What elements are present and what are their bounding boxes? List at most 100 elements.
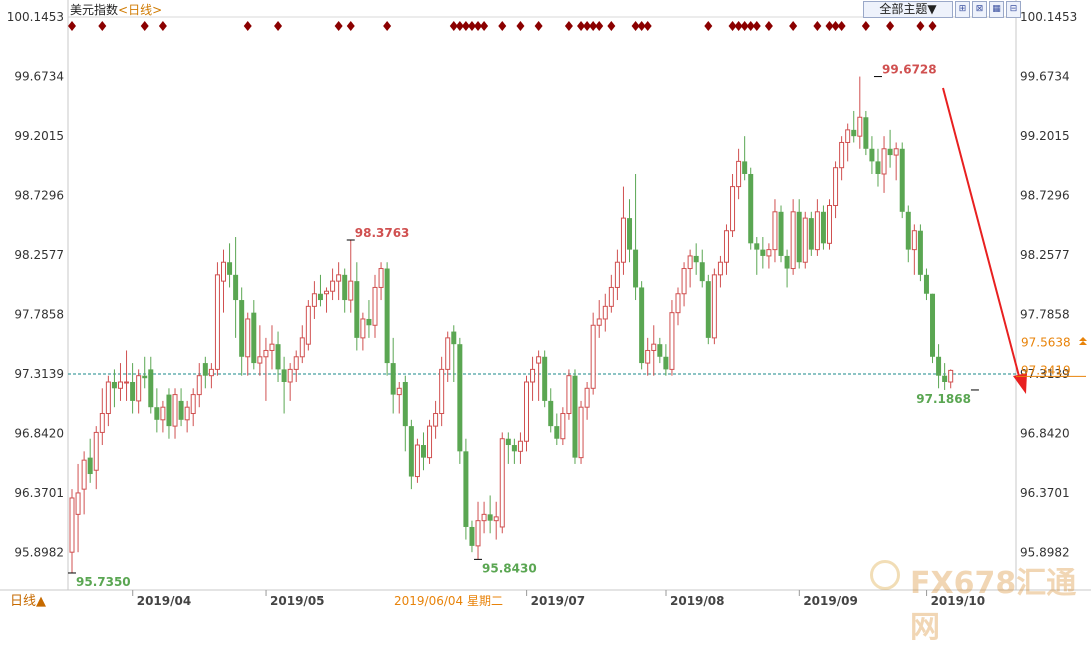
candle (590, 312, 596, 395)
price-up-icon (1079, 337, 1087, 345)
candle (620, 186, 626, 275)
candle (384, 262, 390, 376)
candle (245, 312, 251, 376)
candle (530, 356, 536, 401)
candle (820, 205, 826, 250)
event-marker-icon (449, 21, 458, 31)
toolbar-split-icon[interactable]: ⊟ (1006, 1, 1021, 18)
candle (493, 501, 499, 540)
y-tick-label-left: 96.8420 (14, 426, 64, 440)
annotations: 95.7350 98.3763 95.8430 99.6728 97.1868 (68, 63, 979, 589)
annotation-label: 98.3763 (355, 226, 410, 240)
event-marker-icon (158, 21, 167, 31)
candle (596, 300, 602, 338)
candle (651, 325, 657, 376)
arrow-shaft (942, 87, 1021, 381)
toolbar-close-pane-icon[interactable]: ⊠ (972, 1, 987, 18)
theme-dropdown[interactable]: 全部主题▼ (863, 1, 953, 18)
event-marker-icon (461, 21, 470, 31)
candle (748, 167, 754, 250)
candle-body (87, 457, 93, 475)
candle-body (899, 148, 905, 212)
candle-body (408, 426, 414, 477)
candle-body (608, 286, 614, 307)
candle-body (487, 514, 493, 521)
candle-body (305, 305, 311, 345)
candle-body (402, 381, 408, 427)
candle (899, 142, 905, 219)
period-select-button[interactable]: 日线▲ (10, 594, 46, 609)
candle-body (130, 381, 136, 401)
candle-body (669, 312, 675, 370)
candle-body (227, 262, 233, 275)
event-marker-icon (861, 21, 870, 31)
candle-body (869, 148, 875, 162)
candle-body (384, 268, 390, 364)
candle (196, 363, 202, 408)
candle-body (887, 148, 893, 156)
candle (833, 161, 839, 219)
candle-body (923, 274, 929, 294)
candle (190, 388, 196, 427)
candle-body (863, 117, 869, 149)
candle-body (281, 369, 287, 382)
event-marker-icon (825, 21, 834, 31)
y-tick-label-left: 100.1453 (7, 10, 64, 24)
event-markers (68, 21, 937, 31)
toolbar-grid-icon[interactable]: ⊞ (955, 1, 970, 18)
candle-body (136, 375, 142, 402)
event-marker-icon (534, 21, 543, 31)
candle (705, 274, 711, 345)
candle (736, 148, 742, 200)
candle-body (317, 293, 323, 301)
candles (69, 76, 954, 573)
event-marker-icon (728, 21, 737, 31)
candle (778, 205, 784, 263)
event-marker-icon (752, 21, 761, 31)
annotation-label: 95.7350 (76, 575, 131, 589)
event-marker-icon (98, 21, 107, 31)
candle (336, 262, 342, 301)
candle-body (566, 375, 572, 415)
candle (675, 287, 681, 326)
candle-body (717, 261, 723, 276)
candle-body (772, 211, 778, 251)
y-tick-label-right: 99.6734 (1020, 69, 1070, 83)
candle-body (627, 218, 633, 250)
x-tick-label: 2019/05 (270, 594, 324, 608)
candle-body (420, 445, 426, 458)
candle-body (572, 375, 578, 458)
candle (124, 350, 130, 401)
y-tick-label-right: 97.7858 (1020, 307, 1070, 321)
candle-body (372, 286, 378, 326)
candle-body (263, 349, 269, 358)
event-marker-icon (498, 21, 507, 31)
candle (117, 363, 123, 401)
candle-body (184, 406, 190, 421)
event-marker-icon (346, 21, 355, 31)
toolbar-layout-icon[interactable]: ▦ (989, 1, 1004, 18)
candle-body (105, 381, 111, 415)
candle-body (584, 387, 590, 408)
y-tick-label-left: 97.7858 (14, 307, 64, 321)
candle-body (554, 426, 560, 439)
candle (481, 501, 487, 534)
candle-body (233, 274, 239, 301)
candle-body (517, 440, 523, 452)
candle (227, 243, 233, 288)
y-tick-label-left: 99.2015 (14, 129, 64, 143)
candle (524, 375, 529, 452)
candle-body (154, 407, 160, 420)
candle (208, 363, 214, 389)
candle (221, 249, 226, 313)
event-marker-icon (140, 21, 149, 31)
candle (572, 369, 578, 464)
x-tick-label: 2019/10 (931, 594, 985, 608)
right-price-label: 97.3419 (1021, 363, 1071, 377)
candle-body (481, 513, 487, 522)
watermark-circle-icon (870, 560, 900, 590)
candle-body (602, 305, 608, 320)
candle (354, 262, 360, 351)
candle-body (530, 368, 536, 383)
event-marker-icon (480, 21, 489, 31)
